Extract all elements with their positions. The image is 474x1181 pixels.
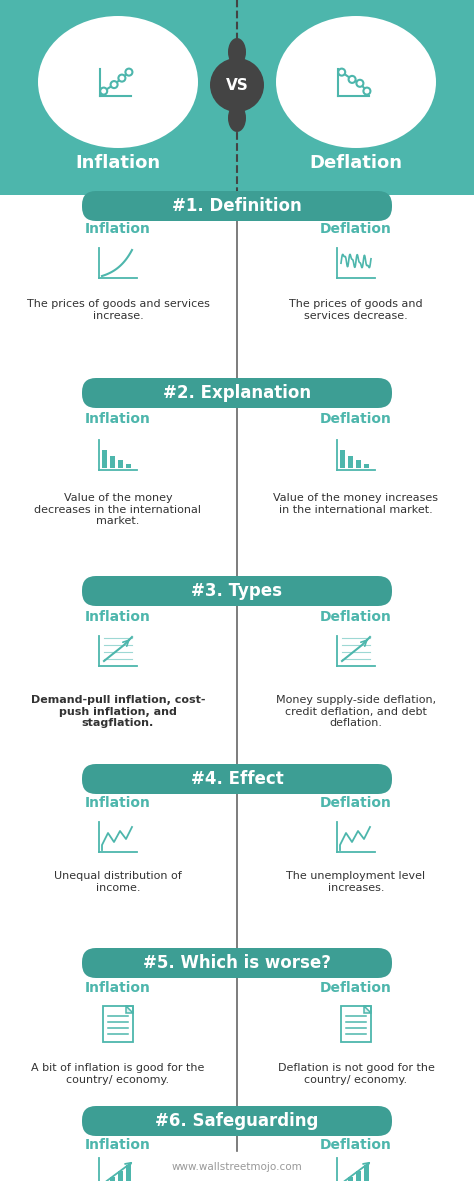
Bar xyxy=(348,1177,353,1181)
Bar xyxy=(126,464,131,468)
FancyBboxPatch shape xyxy=(82,191,392,221)
Bar xyxy=(126,1164,131,1181)
Circle shape xyxy=(110,81,118,89)
Text: Inflation: Inflation xyxy=(85,222,151,236)
Bar xyxy=(103,1006,133,1042)
Text: Inflation: Inflation xyxy=(85,796,151,810)
Circle shape xyxy=(210,58,264,112)
Bar xyxy=(118,1172,123,1181)
Text: #4. Effect: #4. Effect xyxy=(191,770,283,788)
FancyBboxPatch shape xyxy=(82,378,392,407)
Text: Deflation: Deflation xyxy=(320,796,392,810)
Text: A bit of inflation is good for the
country/ economy.: A bit of inflation is good for the count… xyxy=(31,1063,205,1084)
Text: The prices of goods and services
increase.: The prices of goods and services increas… xyxy=(27,299,210,320)
Text: #2. Explanation: #2. Explanation xyxy=(163,384,311,402)
Text: Money supply-side deflation,
credit deflation, and debt
deflation.: Money supply-side deflation, credit defl… xyxy=(276,694,436,729)
Circle shape xyxy=(348,76,356,83)
Text: Inflation: Inflation xyxy=(85,611,151,624)
Circle shape xyxy=(338,68,345,76)
Bar xyxy=(118,461,123,468)
Circle shape xyxy=(126,68,132,76)
Ellipse shape xyxy=(38,17,198,148)
Text: #6. Safeguarding: #6. Safeguarding xyxy=(155,1113,319,1130)
Polygon shape xyxy=(126,1006,133,1013)
FancyBboxPatch shape xyxy=(82,1105,392,1136)
Text: Deflation: Deflation xyxy=(320,1138,392,1151)
Text: #3. Types: #3. Types xyxy=(191,582,283,600)
Text: Deflation is not good for the
country/ economy.: Deflation is not good for the country/ e… xyxy=(278,1063,435,1084)
Bar xyxy=(110,456,115,468)
FancyBboxPatch shape xyxy=(82,764,392,794)
Bar xyxy=(110,1177,115,1181)
Text: Inflation: Inflation xyxy=(85,1138,151,1151)
Circle shape xyxy=(356,80,364,86)
Circle shape xyxy=(100,87,107,94)
Text: Inflation: Inflation xyxy=(75,154,161,172)
Text: The unemployment level
increases.: The unemployment level increases. xyxy=(286,872,426,893)
Text: Inflation: Inflation xyxy=(85,412,151,426)
Text: Deflation: Deflation xyxy=(320,981,392,996)
Text: #1. Definition: #1. Definition xyxy=(172,197,302,215)
FancyBboxPatch shape xyxy=(82,576,392,606)
Bar xyxy=(0,0,474,195)
Bar xyxy=(356,461,361,468)
Bar xyxy=(102,450,107,468)
Circle shape xyxy=(118,74,126,81)
Text: Deflation: Deflation xyxy=(320,222,392,236)
Bar xyxy=(356,1172,361,1181)
Text: Value of the money
decreases in the international
market.: Value of the money decreases in the inte… xyxy=(35,492,201,527)
Ellipse shape xyxy=(276,17,436,148)
Text: Deflation: Deflation xyxy=(320,412,392,426)
Text: Value of the money increases
in the international market.: Value of the money increases in the inte… xyxy=(273,492,438,515)
Bar xyxy=(348,456,353,468)
Bar xyxy=(341,1006,371,1042)
Bar xyxy=(364,464,369,468)
Text: The prices of goods and
services decrease.: The prices of goods and services decreas… xyxy=(289,299,423,320)
Text: #5. Which is worse?: #5. Which is worse? xyxy=(143,954,331,972)
Bar xyxy=(340,450,345,468)
Text: Demand-pull inflation, cost-
push inflation, and
stagflation.: Demand-pull inflation, cost- push inflat… xyxy=(31,694,205,729)
Text: www.wallstreetmojo.com: www.wallstreetmojo.com xyxy=(172,1162,302,1172)
Text: VS: VS xyxy=(226,78,248,92)
Text: Deflation: Deflation xyxy=(310,154,402,172)
FancyBboxPatch shape xyxy=(82,948,392,978)
Polygon shape xyxy=(364,1006,371,1013)
Text: Inflation: Inflation xyxy=(85,981,151,996)
Text: Unequal distribution of
income.: Unequal distribution of income. xyxy=(54,872,182,893)
Circle shape xyxy=(364,87,370,94)
Bar xyxy=(364,1164,369,1181)
Text: Deflation: Deflation xyxy=(320,611,392,624)
Ellipse shape xyxy=(228,104,246,132)
Ellipse shape xyxy=(228,38,246,66)
